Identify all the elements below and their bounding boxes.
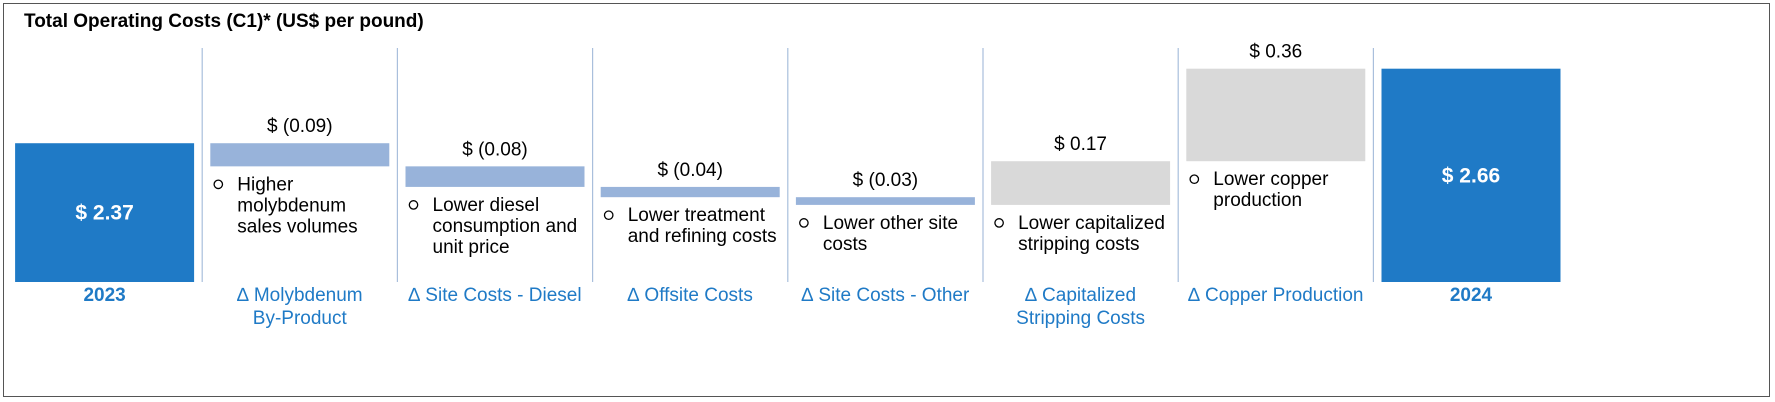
- value-label-8: $ 2.66: [1442, 164, 1500, 187]
- bullet-icon: [1189, 174, 1200, 185]
- note-line: Higher: [237, 174, 294, 195]
- note-line: Lower copper: [1213, 169, 1329, 190]
- note-line: costs: [823, 234, 867, 255]
- bar-2: [210, 143, 390, 167]
- category-label-6: Stripping Costs: [1016, 308, 1145, 329]
- note-line: Lower treatment: [628, 205, 766, 226]
- bar-8: [1381, 68, 1561, 282]
- category-label-6: ∆ Capitalized: [1025, 285, 1136, 306]
- category-label-5: ∆ Site Costs - Other: [801, 285, 970, 306]
- bullet-icon: [994, 218, 1004, 228]
- category-label-2: By-Product: [253, 308, 348, 329]
- value-label-2: $ (0.09): [267, 116, 332, 137]
- bar-1: [15, 143, 195, 282]
- note-line: Lower capitalized: [1018, 213, 1165, 234]
- bar-7: [1186, 68, 1366, 162]
- category-label-4: ∆ Offsite Costs: [628, 285, 753, 306]
- category-label-2: ∆ Molybdenum: [237, 285, 363, 306]
- value-label-1: $ 2.37: [75, 202, 133, 225]
- note-line: unit price: [433, 237, 510, 258]
- category-label-7: ∆ Copper Production: [1188, 285, 1363, 306]
- chart-frame: Total Operating Costs (C1)* (US$ per pou…: [3, 3, 1770, 397]
- note-line: Lower other site: [823, 213, 958, 234]
- note-line: molybdenum: [237, 195, 346, 216]
- category-label-1: 2023: [83, 285, 125, 306]
- waterfall-chart: $ 2.37 2023 $ (0.09) Highermolybdenumsales …: [15, 42, 1561, 329]
- bar-4: [600, 186, 780, 198]
- note-line: stripping costs: [1018, 234, 1139, 255]
- bar-5: [795, 197, 975, 205]
- note-line: sales volumes: [237, 216, 357, 237]
- value-label-6: $ 0.17: [1054, 134, 1107, 155]
- chart-title: Total Operating Costs (C1)* (US$ per pou…: [24, 11, 424, 32]
- note-line: and refining costs: [628, 226, 777, 247]
- value-label-7: $ 0.36: [1249, 42, 1302, 63]
- bullet-icon: [408, 200, 419, 210]
- category-label-3: ∆ Site Costs - Diesel: [408, 285, 581, 306]
- bullet-icon: [603, 210, 614, 221]
- category-label-8: 2024: [1450, 285, 1493, 306]
- value-label-5: $ (0.03): [853, 170, 918, 191]
- value-label-4: $ (0.04): [657, 160, 722, 181]
- note-line: production: [1213, 190, 1302, 211]
- bullet-icon: [213, 179, 224, 190]
- bar-3: [405, 166, 585, 187]
- bullet-icon: [799, 218, 809, 228]
- bar-6: [991, 161, 1171, 205]
- value-label-3: $ (0.08): [462, 139, 527, 160]
- note-line: Lower diesel: [433, 195, 540, 216]
- note-line: consumption and: [433, 216, 578, 237]
